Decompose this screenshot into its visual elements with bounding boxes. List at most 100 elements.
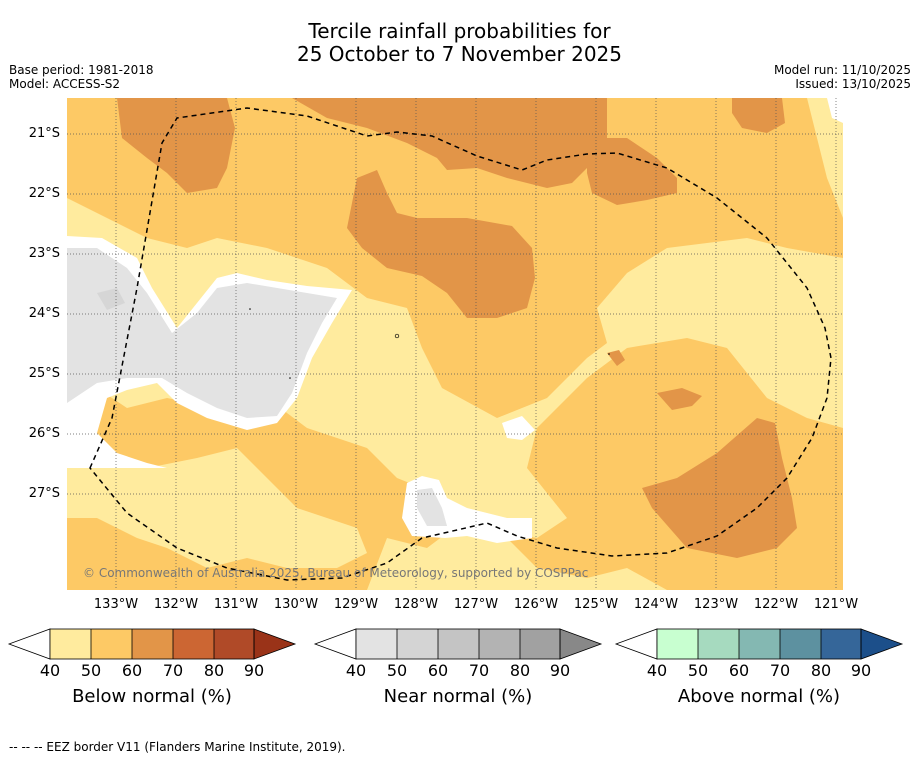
map-canvas bbox=[67, 98, 843, 590]
colorbar-below-extend-left bbox=[7, 628, 51, 660]
lat-label: 27°S bbox=[28, 486, 60, 501]
island-marker bbox=[289, 377, 291, 379]
colorbar-below-title: Below normal (%) bbox=[72, 686, 232, 707]
region-below-40-50-top-right bbox=[807, 98, 843, 218]
lon-label: 127°W bbox=[453, 597, 499, 612]
colorbar-near-title: Near normal (%) bbox=[383, 686, 533, 707]
region-below-60-70-top-left bbox=[117, 98, 235, 193]
colorbar-near-tick: 50 bbox=[386, 661, 408, 680]
colorbar-near-swatch bbox=[438, 629, 479, 659]
region-near-40-50-bottom bbox=[417, 488, 447, 526]
colorbar-below-tick: 90 bbox=[243, 661, 265, 680]
probability-map bbox=[67, 98, 843, 590]
colorbar-near-extend-right bbox=[560, 629, 601, 659]
lat-label: 25°S bbox=[28, 366, 60, 381]
graticule bbox=[67, 98, 843, 590]
region-below-60-70-mid bbox=[347, 170, 535, 318]
colorbar-above-tick: 40 bbox=[646, 661, 668, 680]
lon-label: 128°W bbox=[393, 597, 439, 612]
lat-label: 26°S bbox=[28, 426, 60, 441]
island-marker bbox=[608, 353, 610, 355]
colorbar-near-tick: 60 bbox=[427, 661, 449, 680]
lon-label: 126°W bbox=[513, 597, 559, 612]
region-below-60-70-top-right bbox=[587, 138, 677, 205]
colorbar-near-swatch bbox=[397, 629, 438, 659]
colorbar-near-outline bbox=[355, 628, 603, 660]
metadata-left: Base period: 1981-2018 Model: ACCESS-S2 bbox=[9, 63, 154, 91]
colorbar-near-swatch bbox=[479, 629, 520, 659]
base-period-label: Base period: 1981-2018 bbox=[9, 63, 154, 77]
colorbar-near-swatch bbox=[520, 629, 560, 659]
colorbar-below-swatch bbox=[91, 629, 132, 659]
lon-label: 123°W bbox=[693, 597, 739, 612]
colorbar-near-swatch bbox=[356, 629, 397, 659]
colorbar-above-outline bbox=[656, 628, 904, 660]
region-below-40-50-bottom-left bbox=[67, 448, 367, 568]
colorbar-below-tick: 50 bbox=[80, 661, 102, 680]
colorbar-below-tick: 60 bbox=[121, 661, 143, 680]
colorbar-near-tick: 40 bbox=[345, 661, 367, 680]
region-below-40-50-bottom bbox=[367, 518, 667, 590]
colorbar-below-tick: 40 bbox=[39, 661, 61, 680]
colorbar-above-svg bbox=[614, 628, 904, 660]
colorbar-near-tick: 80 bbox=[509, 661, 531, 680]
lat-label: 21°S bbox=[28, 126, 60, 141]
lon-label: 132°W bbox=[153, 597, 199, 612]
colorbar-below-swatch bbox=[214, 629, 254, 659]
colorbar-above-normal bbox=[614, 628, 904, 660]
colorbar-above-extend-left bbox=[614, 628, 658, 660]
lon-label: 131°W bbox=[213, 597, 259, 612]
region-below-60-70-bottom-right bbox=[642, 418, 797, 558]
region-white-bottom bbox=[402, 476, 532, 543]
colorbar-above-swatch bbox=[821, 629, 861, 659]
colorbar-above-swatch bbox=[780, 629, 821, 659]
colorbar-near-extend-left bbox=[313, 628, 357, 660]
colorbar-above-title: Above normal (%) bbox=[677, 686, 841, 707]
colorbar-near-normal bbox=[313, 628, 603, 660]
colorbar-above-swatch bbox=[739, 629, 780, 659]
colorbar-below-svg bbox=[7, 628, 297, 660]
island-marker bbox=[249, 308, 251, 310]
colorbar-above-tick: 70 bbox=[769, 661, 791, 680]
issued-label: Issued: 13/10/2025 bbox=[795, 77, 911, 91]
colorbar-below-tick: 80 bbox=[203, 661, 225, 680]
title-line-1: Tercile rainfall probabilities for bbox=[308, 19, 611, 43]
colorbar-above-tick: 80 bbox=[810, 661, 832, 680]
island-marker bbox=[394, 333, 400, 339]
colorbar-above-swatch bbox=[698, 629, 739, 659]
colorbar-below-swatch bbox=[173, 629, 214, 659]
colorbar-near-tick: 90 bbox=[549, 661, 571, 680]
lat-label: 24°S bbox=[28, 306, 60, 321]
region-white-corner bbox=[827, 98, 843, 123]
colorbar-below-extend-right bbox=[254, 629, 295, 659]
lon-label: 121°W bbox=[813, 597, 859, 612]
colorbar-above-extend-right bbox=[861, 629, 902, 659]
map-title: Tercile rainfall probabilities for 25 Oc… bbox=[0, 20, 919, 66]
metadata-right: Model run: 11/10/2025 Issued: 13/10/2025 bbox=[774, 63, 911, 91]
lon-label: 122°W bbox=[753, 597, 799, 612]
lon-label: 129°W bbox=[333, 597, 379, 612]
region-near-40-50-small bbox=[97, 288, 125, 310]
colorbar-below-outline bbox=[49, 628, 297, 660]
lat-label: 22°S bbox=[28, 186, 60, 201]
lon-label: 133°W bbox=[93, 597, 139, 612]
lon-label: 125°W bbox=[573, 597, 619, 612]
colorbar-below-normal bbox=[7, 628, 297, 660]
region-below-60-70-small-1 bbox=[657, 388, 702, 410]
model-run-label: Model run: 11/10/2025 bbox=[773, 63, 911, 77]
colorbar-below-swatch bbox=[132, 629, 173, 659]
title-line-2: 25 October to 7 November 2025 bbox=[296, 42, 623, 66]
colorbar-above-tick: 90 bbox=[850, 661, 872, 680]
colorbar-above-tick: 50 bbox=[687, 661, 709, 680]
lat-label: 23°S bbox=[28, 246, 60, 261]
colorbar-above-tick: 60 bbox=[728, 661, 750, 680]
colorbar-below-tick: 70 bbox=[162, 661, 184, 680]
eez-border bbox=[89, 107, 832, 581]
colorbar-near-svg bbox=[313, 628, 603, 660]
colorbar-above-swatch bbox=[657, 629, 698, 659]
region-below-60-70-far-top-right bbox=[732, 98, 785, 133]
lon-label: 124°W bbox=[633, 597, 679, 612]
colorbar-near-tick: 70 bbox=[468, 661, 490, 680]
copyright-credit: © Commonwealth of Australia 2025, Bureau… bbox=[83, 566, 589, 580]
region-below-60-70-small-2 bbox=[607, 350, 625, 366]
